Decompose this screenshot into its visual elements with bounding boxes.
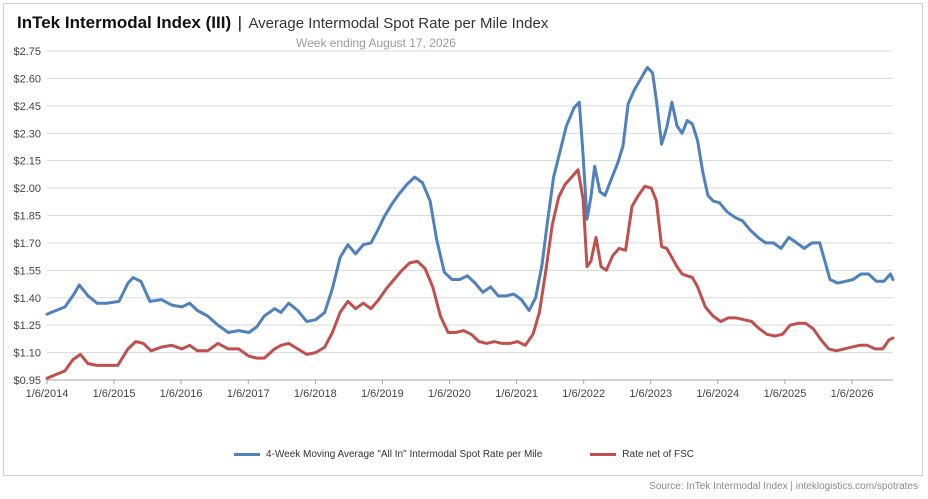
series-line-net-fsc <box>45 168 895 380</box>
legend-swatch-net-fsc <box>590 453 617 456</box>
y-tick-label: $0.95 <box>13 375 41 387</box>
chart-title: InTek Intermodal Index (III) <box>17 13 232 32</box>
x-tick-label: 1/6/2014 <box>26 388 69 400</box>
gridlines <box>47 50 893 381</box>
x-tick-label: 1/6/2016 <box>160 388 203 400</box>
week-ending-date: Week ending August 17, 2026 <box>296 36 456 50</box>
x-tick-label: 1/6/2019 <box>361 388 404 400</box>
x-tick-label: 1/6/2018 <box>294 388 337 400</box>
x-tick-label: 1/6/2023 <box>629 388 672 400</box>
title-separator: | <box>237 13 242 32</box>
x-tick-label: 1/6/2020 <box>428 388 471 400</box>
y-tick-label: $1.70 <box>13 238 41 250</box>
y-tick-label: $2.15 <box>13 156 41 168</box>
y-tick-label: $2.00 <box>13 183 41 195</box>
legend-swatch-all-in <box>233 453 260 456</box>
series-line-all-in <box>45 65 895 334</box>
x-tick-label: 1/6/2015 <box>93 388 136 400</box>
source-note: Source: InTek Intermodal Index | inteklo… <box>649 481 918 492</box>
axes: $0.95 $1.10 $1.25 $1.40 $1.55 $1.70 $1.85 $2.00… <box>13 46 893 400</box>
y-tick-label: $1.10 <box>13 348 41 360</box>
x-tick-label: 1/6/2022 <box>562 388 605 400</box>
chart-title-row: InTek Intermodal Index (III) | Average I… <box>17 13 548 33</box>
chart-subtitle: Average Intermodal Spot Rate per Mile In… <box>248 15 549 32</box>
y-tick-label: $2.45 <box>13 101 41 113</box>
x-tick-label: 1/6/2025 <box>764 388 807 400</box>
y-tick-label: $1.25 <box>13 320 41 332</box>
y-tick-label: $1.85 <box>13 211 41 223</box>
x-tick-label: 1/6/2017 <box>227 388 270 400</box>
y-tick-label: $2.30 <box>13 128 41 140</box>
chart-frame <box>3 3 923 476</box>
x-tick-label: 1/6/2021 <box>495 388 538 400</box>
y-tick-label: $1.55 <box>13 265 41 277</box>
legend: 4-Week Moving Average "All In" Intermoda… <box>0 449 928 460</box>
legend-item-all-in: 4-Week Moving Average "All In" Intermoda… <box>233 449 543 460</box>
legend-label-all-in: 4-Week Moving Average "All In" Intermoda… <box>265 449 543 460</box>
legend-label-net-fsc: Rate net of FSC <box>622 449 694 460</box>
legend-item-net-fsc: Rate net of FSC <box>590 449 694 460</box>
x-tick-label: 1/6/2026 <box>831 388 874 400</box>
y-tick-label: $2.75 <box>13 46 41 58</box>
series-lines <box>45 65 895 380</box>
y-tick-label: $2.60 <box>13 73 41 85</box>
y-tick-label: $1.40 <box>13 293 41 305</box>
x-tick-label: 1/6/2024 <box>696 388 739 400</box>
